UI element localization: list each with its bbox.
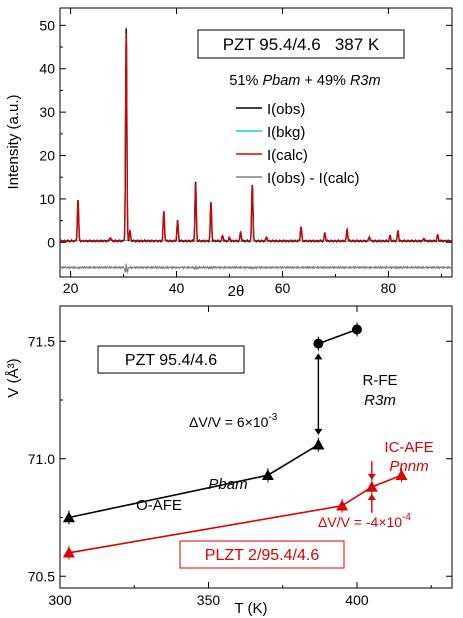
top-x-tick-label: 40 — [169, 280, 185, 296]
dv-black-arrow-head-down — [314, 428, 323, 435]
data-point — [62, 511, 75, 523]
top-legend: I(obs) I(bkg) I(calc) I(obs) - I(calc) — [236, 101, 360, 187]
dv-red-label: ΔV/V = -4×10-4 — [318, 512, 411, 530]
dv-red-arrow-head-top — [367, 473, 376, 480]
data-point — [365, 480, 378, 492]
legend-label-obs: I(obs) — [267, 101, 305, 118]
subtitle-part-4: R3m — [350, 73, 381, 89]
top-x-label: 2θ — [228, 283, 245, 300]
pbam-label: Pbam — [208, 476, 247, 493]
top-x-tick-label: 60 — [275, 280, 291, 296]
bottom-x-tick-label: 300 — [48, 592, 72, 608]
bottom-annotations — [314, 353, 376, 513]
subtitle-part-1: 51% — [229, 73, 262, 89]
dv-red-prefix: ΔV/V = -4×10 — [318, 514, 402, 530]
dv-black-arrow-head-up — [314, 353, 323, 360]
dv-black-exp: -3 — [268, 412, 277, 423]
bottom-y-tick-label: 70.5 — [28, 568, 55, 584]
top-y-tick-label: 50 — [39, 17, 55, 33]
pnnm-label: Pnnm — [389, 458, 428, 475]
top-y-label: Intensity (a.u.) — [5, 94, 22, 189]
bottom-y-tick-label: 71.5 — [28, 333, 55, 349]
pzt-label-box — [97, 345, 245, 374]
top-tick-labels: 20 40 60 80 0 10 20 30 40 50 — [39, 17, 396, 296]
bottom-y-tick-label: 71.0 — [28, 451, 55, 467]
data-point — [351, 324, 362, 335]
bottom-x-label: T (K) — [234, 600, 267, 617]
data-point — [261, 469, 274, 480]
pzt-label: PZT 95.4/4.6 — [125, 352, 217, 369]
bottom-x-label-text: T (K) — [234, 600, 267, 617]
top-subtitle: 51% Pbam + 49% R3m — [229, 73, 380, 89]
data-point — [336, 499, 349, 511]
series-line-2 — [68, 474, 402, 554]
bottom-chart: 300 350 400 70.5 71.0 71.5 PZT 95.4/4.6 PLZT … — [5, 305, 453, 617]
top-chart: 20 40 60 80 0 10 20 30 40 50 PZT 95.4/4.6 387 K 5… — [5, 7, 453, 300]
bottom-series — [62, 322, 408, 560]
icafe-label: IC-AFE — [384, 439, 433, 456]
legend-label-diff: I(obs) - I(calc) — [267, 170, 360, 187]
r3m-label: R3m — [364, 392, 396, 409]
legend-label-bkg: I(bkg) — [267, 124, 305, 141]
data-point — [312, 438, 325, 450]
series-line-1 — [318, 328, 358, 345]
dv-red-exp: -4 — [402, 512, 411, 523]
top-plot-frame — [59, 7, 453, 278]
plzt-label: PLZT 2/95.4/4.6 — [205, 547, 320, 564]
data-point — [313, 338, 324, 349]
bottom-x-tick-label: 350 — [197, 592, 221, 608]
bottom-plot-frame — [59, 305, 453, 589]
top-x-tick-label: 20 — [63, 280, 79, 296]
dv-black-label: ΔV/V = 6×10-3 — [189, 412, 278, 430]
top-y-tick-label: 40 — [39, 61, 55, 77]
rfe-label: R-FE — [363, 372, 398, 389]
top-y-tick-label: 10 — [39, 191, 55, 207]
legend-label-calc: I(calc) — [267, 147, 308, 164]
top-y-tick-label: 20 — [39, 148, 55, 164]
dv-red-arrow-head-bottom — [367, 494, 376, 500]
subtitle-part-2: Pbam — [262, 73, 300, 89]
top-diff-line — [60, 262, 452, 275]
top-y-tick-label: 30 — [39, 104, 55, 120]
dv-black-prefix: ΔV/V = 6×10 — [189, 414, 269, 430]
bottom-tick-labels: 300 350 400 70.5 71.0 71.5 — [28, 333, 369, 608]
subtitle-part-3: + 49% — [300, 73, 350, 89]
top-calc-line — [60, 33, 452, 242]
data-point — [62, 546, 75, 558]
data-point — [395, 469, 408, 480]
bottom-y-label: V (Å³) — [5, 358, 22, 397]
bottom-x-tick-label: 400 — [345, 592, 369, 608]
series-line-0 — [68, 444, 319, 519]
title-box — [197, 29, 405, 59]
top-x-tick-label: 80 — [381, 280, 397, 296]
top-obs-line — [60, 28, 452, 243]
top-title: PZT 95.4/4.6 387 K — [223, 35, 380, 54]
oafe-label: O-AFE — [136, 497, 182, 514]
top-y-tick-label: 0 — [47, 234, 55, 250]
bottom-ticks — [59, 306, 452, 588]
plzt-label-box — [179, 540, 345, 569]
